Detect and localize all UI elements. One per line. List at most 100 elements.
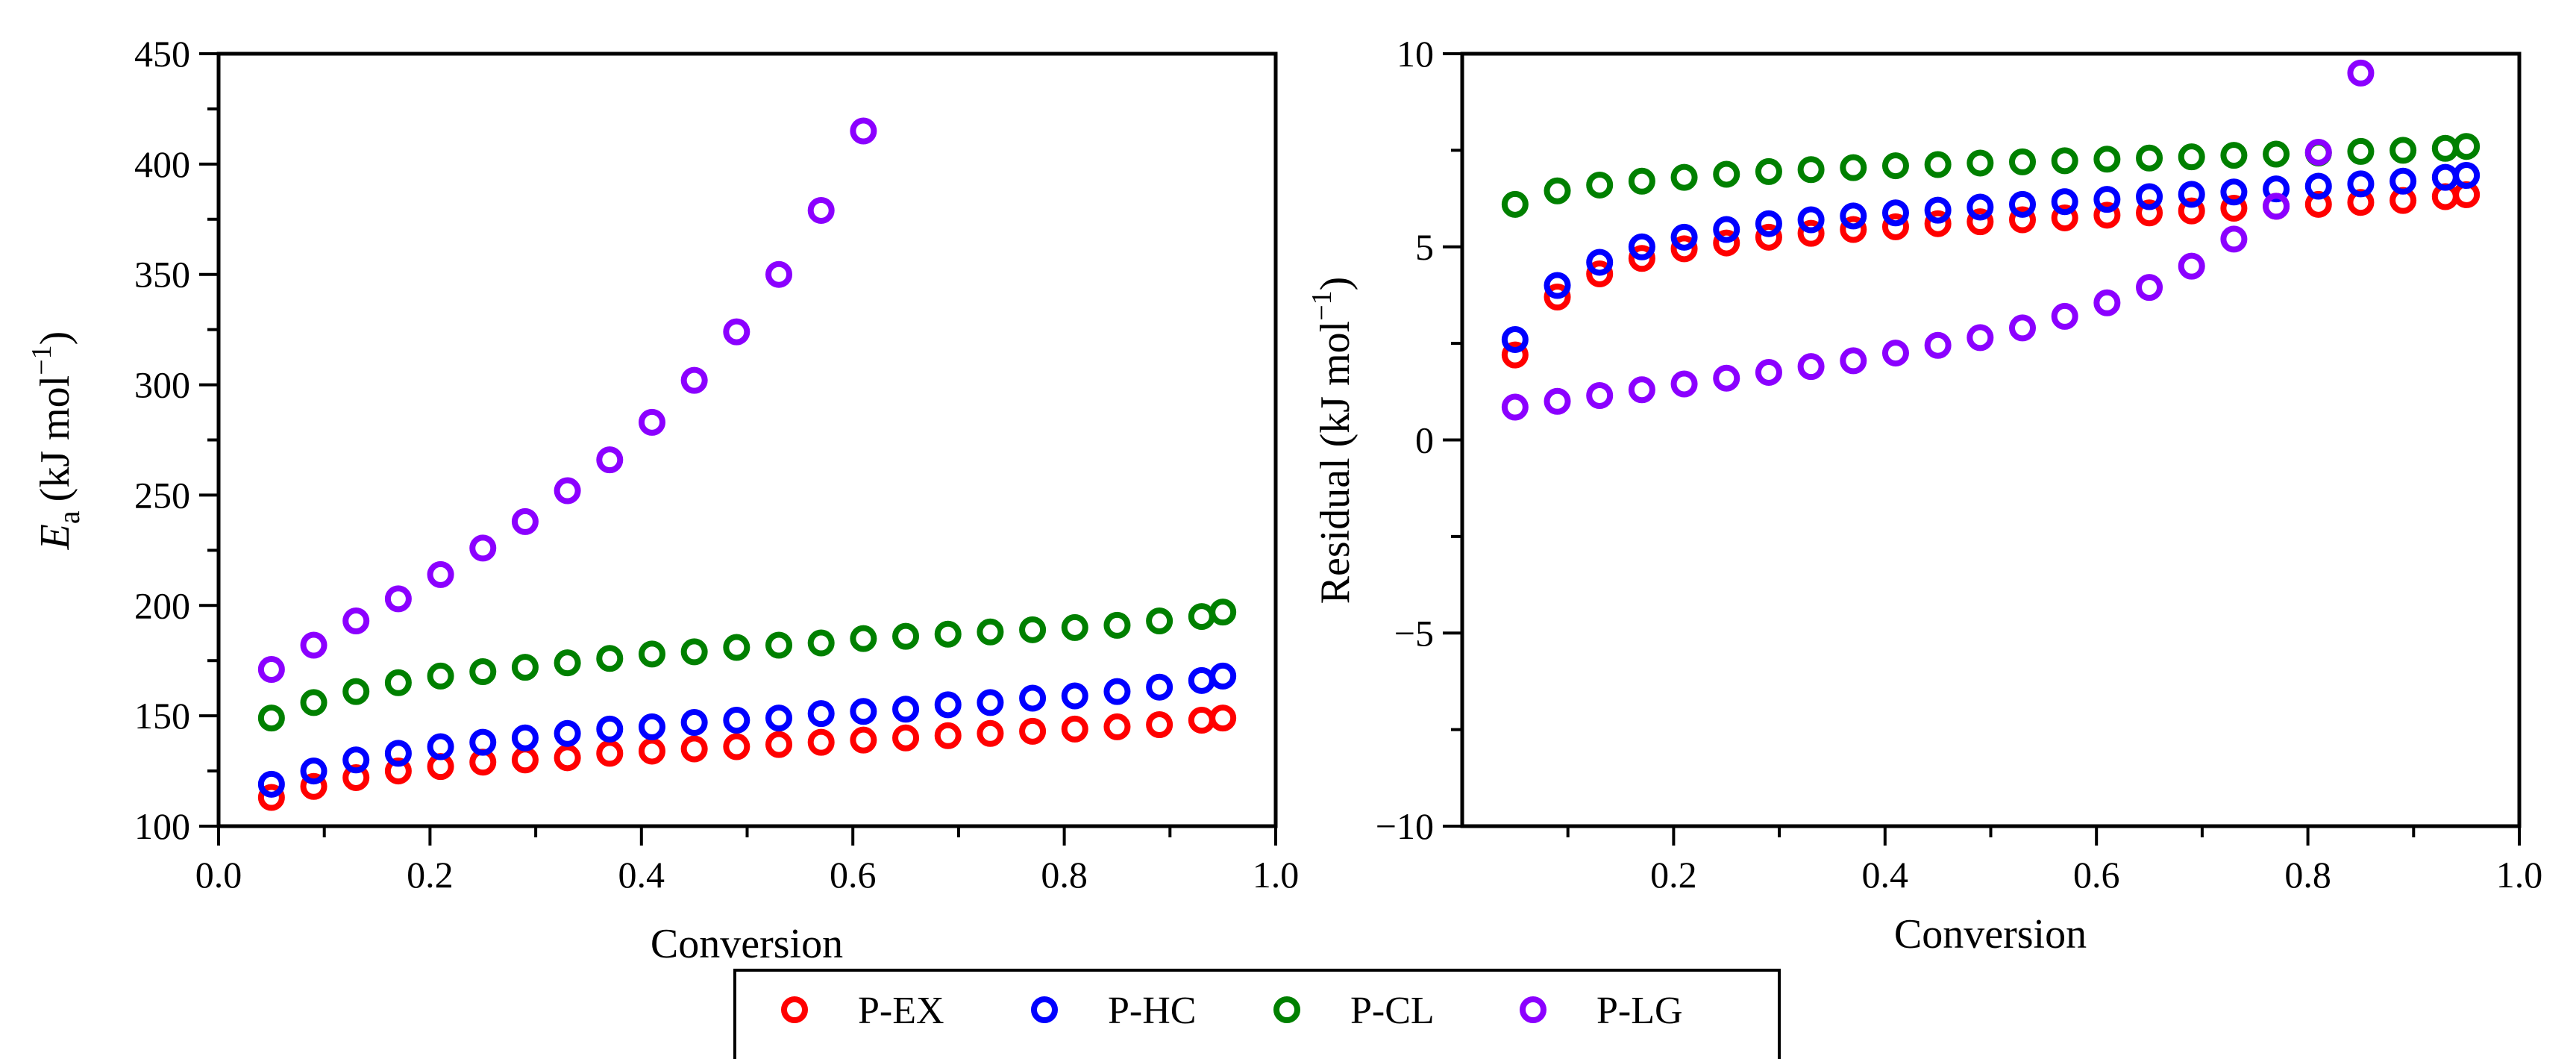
point-p-lg [1797, 353, 1825, 381]
point-p-cl [1019, 616, 1047, 643]
point-p-hc [1019, 684, 1047, 712]
right-x-axis-label: Conversion [1894, 911, 2087, 958]
point-p-lg [2304, 138, 2332, 166]
point-p-lg [2263, 193, 2290, 220]
point-p-ex [1840, 216, 1867, 243]
point-p-lg [1670, 370, 1698, 398]
legend-items: P-EX P-HC P-CL P-LG [781, 990, 1683, 1032]
point-p-cl [469, 658, 497, 685]
point-p-cl [2431, 134, 2459, 162]
point-p-ex [554, 744, 581, 772]
point-p-cl [807, 629, 835, 657]
point-p-hc [2178, 181, 2205, 208]
point-p-ex [892, 724, 920, 752]
point-p-cl [384, 669, 412, 696]
point-p-hc [1103, 678, 1131, 705]
point-p-hc [257, 770, 285, 798]
point-p-lg [2009, 314, 2037, 342]
legend-label-p-cl: P-CL [1350, 990, 1435, 1032]
point-p-hc [1209, 662, 1237, 690]
point-p-ex [2220, 195, 2248, 222]
point-p-ex [1103, 713, 1131, 740]
point-p-cl [1797, 156, 1825, 184]
point-p-hc [427, 733, 454, 760]
point-p-ex [765, 731, 793, 758]
point-p-hc [596, 715, 624, 743]
point-p-lg [300, 631, 328, 659]
point-p-cl [977, 618, 1004, 646]
point-p-cl [2178, 143, 2205, 171]
point-p-cl [1103, 611, 1131, 639]
right-axis-ticks [1443, 52, 2521, 846]
y-tick-label: −5 [1394, 612, 1434, 654]
point-p-ex [723, 733, 750, 760]
point-p-cl [1967, 149, 1994, 177]
point-p-cl [850, 625, 877, 652]
point-p-ex [2136, 199, 2163, 227]
point-p-ex [680, 735, 708, 763]
left-axis-ticks [199, 52, 1277, 846]
legend: P-EX P-HC P-CL P-LG [733, 969, 1781, 1059]
point-p-hc [1924, 196, 1952, 224]
point-p-cl [2093, 146, 2121, 173]
point-p-cl [2220, 142, 2248, 169]
point-p-hc [1501, 325, 1529, 353]
residual-panel: 0.2 0.4 0.6 0.8 1.0 −10 −5 0 5 10 Conversion Res… [1306, 33, 2542, 958]
y-tick-label: 250 [134, 474, 190, 516]
point-p-lg [384, 585, 412, 613]
point-p-lg [2178, 252, 2205, 280]
legend-label-p-ex: P-EX [858, 990, 944, 1032]
point-p-hc [2093, 186, 2121, 213]
legend-marker-p-lg [1520, 996, 1546, 1023]
point-p-hc [469, 728, 497, 756]
y-tick-label: 300 [134, 364, 190, 406]
point-p-cl [1670, 163, 1698, 191]
point-p-ex [1146, 710, 1173, 738]
point-p-cl [1755, 157, 1782, 185]
y-tick-label: 0 [1415, 419, 1434, 461]
point-p-ex [2051, 204, 2078, 231]
point-p-hc [638, 713, 665, 740]
point-p-cl [342, 678, 370, 705]
point-p-lg [1628, 376, 1655, 404]
point-p-cl [1544, 177, 1571, 204]
point-p-hc [1586, 249, 1614, 276]
legend-label-p-lg: P-LG [1596, 990, 1683, 1032]
point-p-lg [2136, 274, 2163, 302]
point-p-cl [1713, 160, 1740, 188]
point-p-ex [596, 740, 624, 767]
right-y-axis-label: Residual (kJ mol−1) [1306, 277, 1358, 605]
point-p-hc [977, 689, 1004, 716]
point-p-lg [1544, 387, 1571, 415]
y-tick-label: 10 [1397, 33, 1434, 75]
point-p-lg [2220, 225, 2248, 253]
point-p-hc [892, 696, 920, 723]
point-p-cl [892, 622, 920, 650]
point-p-cl [2263, 140, 2290, 168]
point-p-cl [300, 689, 328, 716]
x-tick-label: 0.0 [195, 854, 242, 896]
x-tick-label: 0.2 [1650, 854, 1697, 896]
point-p-hc [2009, 190, 2037, 218]
y-tick-label: 450 [134, 33, 190, 75]
point-p-hc [2347, 170, 2375, 198]
point-p-hc [1188, 666, 1215, 694]
point-p-lg [2093, 289, 2121, 316]
legend-marker-p-ex [781, 996, 808, 1023]
legend-marker-p-cl [1273, 996, 1300, 1023]
left-x-axis-label: Conversion [651, 921, 843, 967]
point-p-ex [2178, 197, 2205, 225]
point-p-lg [1713, 364, 1740, 392]
y-tick-label: 150 [134, 695, 190, 737]
y-tick-label: 400 [134, 143, 190, 185]
point-p-hc [384, 740, 412, 767]
point-p-lg [511, 507, 539, 535]
point-p-lg [638, 408, 665, 436]
point-p-ex [1755, 223, 1782, 251]
point-p-cl [2453, 133, 2481, 160]
point-p-hc [765, 705, 793, 732]
point-p-hc [1881, 199, 1909, 227]
x-tick-label: 1.0 [1253, 854, 1300, 896]
point-p-lg [1967, 324, 1994, 352]
